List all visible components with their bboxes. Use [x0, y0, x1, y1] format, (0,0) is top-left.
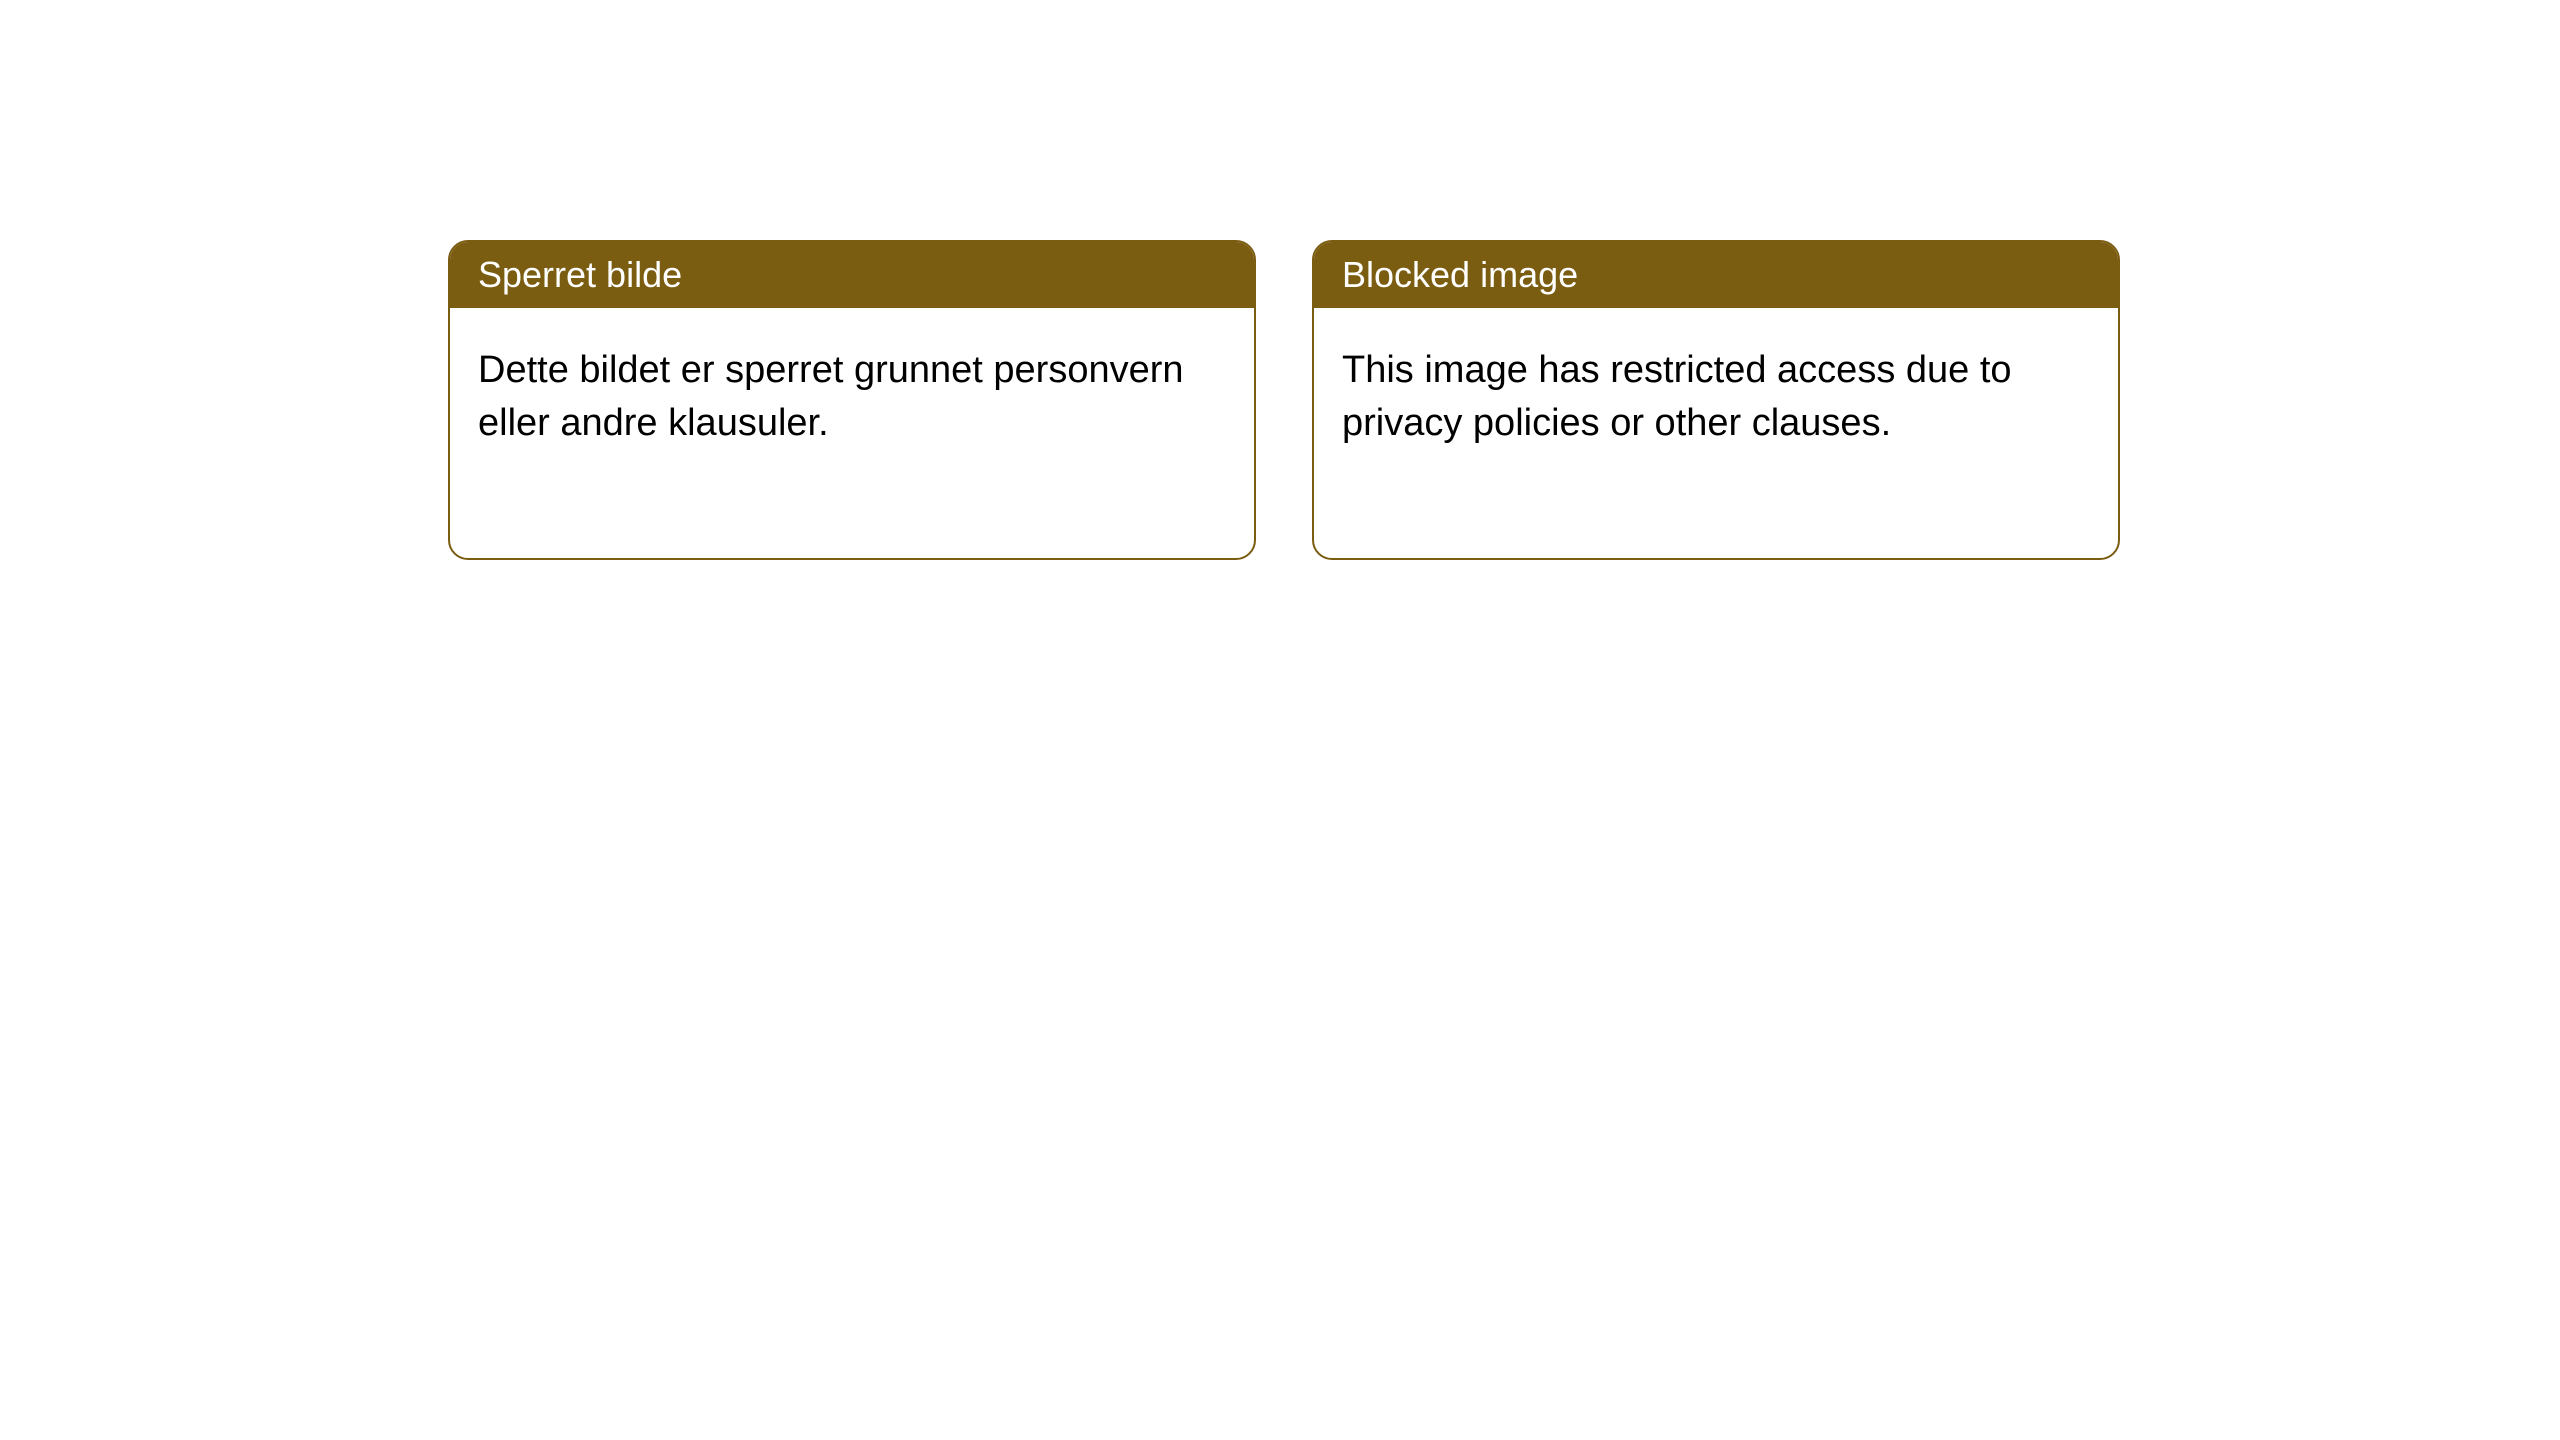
blocked-image-card-en: Blocked image This image has restricted …	[1312, 240, 2120, 560]
card-body-no: Dette bildet er sperret grunnet personve…	[450, 308, 1254, 558]
card-body-en: This image has restricted access due to …	[1314, 308, 2118, 558]
card-header-en: Blocked image	[1314, 242, 2118, 308]
blocked-image-card-no: Sperret bilde Dette bildet er sperret gr…	[448, 240, 1256, 560]
card-container: Sperret bilde Dette bildet er sperret gr…	[0, 0, 2560, 560]
card-header-no: Sperret bilde	[450, 242, 1254, 308]
